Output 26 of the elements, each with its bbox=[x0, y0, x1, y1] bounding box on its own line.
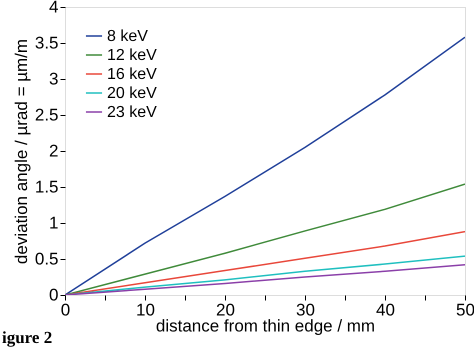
y-axis-title: deviation angle / µrad = µm/m bbox=[12, 38, 31, 264]
y-tick-label: 2.5 bbox=[34, 106, 58, 124]
line-series bbox=[65, 264, 465, 295]
y-tick-label: 1 bbox=[49, 214, 58, 232]
legend-label: 23 keV bbox=[107, 104, 158, 121]
x-axis-title: distance from thin edge / mm bbox=[156, 316, 376, 336]
legend-label: 8 keV bbox=[107, 28, 148, 45]
x-tick-label: 30 bbox=[296, 300, 315, 320]
x-tick-label: 20 bbox=[216, 300, 235, 320]
y-tick-label: 3 bbox=[49, 70, 58, 88]
y-tick-label: 4 bbox=[49, 0, 58, 16]
y-tick-label: 3.5 bbox=[34, 34, 58, 52]
text: igure 2 bbox=[2, 328, 52, 347]
line-series bbox=[65, 183, 465, 295]
line-series bbox=[65, 230, 465, 295]
legend-label: 16 keV bbox=[107, 66, 158, 83]
x-tick-label: 0 bbox=[60, 300, 70, 320]
legend-label: 20 keV bbox=[107, 85, 158, 102]
x-tick-label: 10 bbox=[136, 300, 155, 320]
y-tick-label: 2 bbox=[49, 142, 58, 160]
y-tick-label: 0.5 bbox=[34, 250, 58, 268]
x-tick-label: 50 bbox=[456, 300, 474, 320]
y-tick-label: 0 bbox=[49, 286, 58, 304]
x-tick-label: 40 bbox=[376, 300, 395, 320]
legend-label: 12 keV bbox=[107, 47, 158, 64]
y-tick-label: 1.5 bbox=[34, 178, 58, 196]
